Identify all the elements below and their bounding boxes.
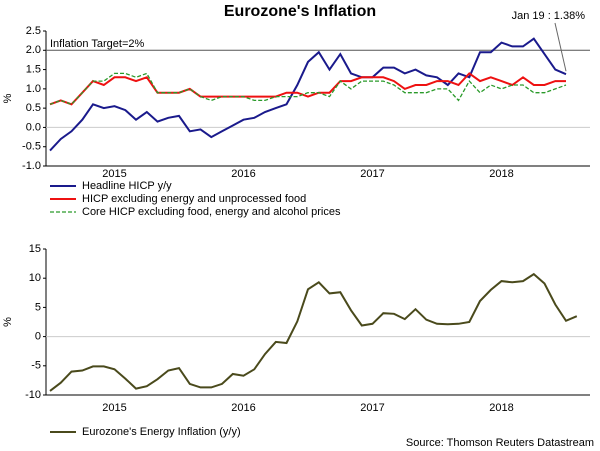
y-tick-label: 2.5: [26, 25, 41, 37]
y-tick-label: -5: [31, 360, 41, 372]
series-line: [49, 37, 567, 152]
legend-label: HICP excluding energy and unprocessed fo…: [82, 193, 306, 205]
series-line: [49, 72, 566, 106]
y-tick-label: -1.0: [22, 160, 41, 172]
y-tick-label: 1.5: [26, 63, 41, 75]
legend-label: Headline HICP y/y: [82, 180, 172, 192]
x-tick-label: 2015: [102, 402, 126, 414]
x-tick-label: 2015: [102, 168, 126, 180]
x-tick-label: 2018: [489, 168, 513, 180]
y-tick-label: 0.0: [26, 121, 41, 133]
legend-label: Eurozone's Energy Inflation (y/y): [82, 426, 241, 438]
x-tick-label: 2017: [360, 168, 384, 180]
y-tick-label: 0.5: [26, 102, 41, 114]
series-line: [49, 72, 567, 106]
target-label: Inflation Target=2%: [50, 38, 144, 50]
y-axis-label: %: [2, 317, 14, 327]
y-tick-label: 1.0: [26, 83, 41, 95]
annotation: Jan 19 : 1.38%: [512, 10, 586, 22]
y-tick-label: 2.0: [26, 44, 41, 56]
y-axis-label: %: [2, 93, 14, 103]
source: Source: Thomson Reuters Datastream: [406, 437, 594, 449]
y-tick-label: -0.5: [22, 141, 41, 153]
annotation-pointer: [554, 22, 567, 72]
chart-title: Eurozone's Inflation: [224, 3, 376, 20]
x-tick-label: 2018: [489, 402, 513, 414]
y-tick-label: 15: [29, 243, 41, 255]
x-tick-label: 2016: [231, 168, 255, 180]
series-line: [49, 272, 578, 392]
y-tick-label: 5: [35, 301, 41, 313]
x-tick-label: 2017: [360, 402, 384, 414]
y-tick-label: 10: [29, 272, 41, 284]
legend-label: Core HICP excluding food, energy and alc…: [82, 206, 341, 218]
y-tick-label: 0: [35, 331, 41, 343]
y-tick-label: -10: [25, 389, 41, 401]
x-tick-label: 2016: [231, 402, 255, 414]
